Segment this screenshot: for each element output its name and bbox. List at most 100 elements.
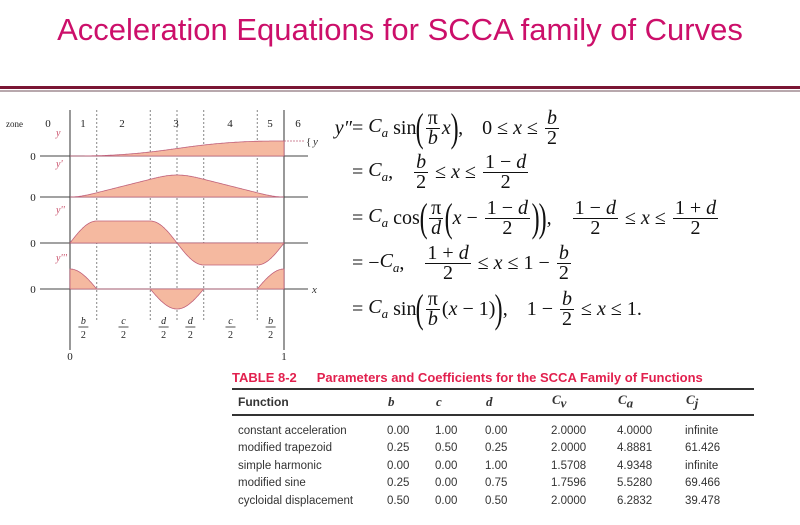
math-variable: x xyxy=(448,297,458,320)
x-tick: 1 xyxy=(281,351,287,363)
cell-value: 5.5280 xyxy=(617,477,653,490)
denominator: 2 xyxy=(500,170,511,193)
table-row: modified sine 0.25 0.00 0.75 1.7596 5.5280 69.… xyxy=(232,475,754,493)
math-variable: x xyxy=(513,116,522,139)
function-name: modified sine xyxy=(238,477,306,490)
math-text: sin xyxy=(388,297,417,320)
cell-value: 0.00 xyxy=(387,459,410,472)
column-header: Ca xyxy=(617,390,685,416)
coefficient: Ca xyxy=(368,115,389,140)
segment-numerator: c xyxy=(228,316,233,327)
coefficient: Ca xyxy=(368,205,389,230)
math-text: , xyxy=(388,160,399,183)
math-text: = − xyxy=(352,251,380,274)
cell-value: 2.0000 xyxy=(551,494,587,507)
parameters-table: TABLE 8-2 Parameters and Coefficients for… xyxy=(232,368,754,510)
curve-label: y'' xyxy=(55,205,66,216)
cell-value: 1.00 xyxy=(435,424,458,437)
cell-value: 1.7596 xyxy=(551,477,587,490)
cell-value: infinite xyxy=(685,459,719,472)
divider xyxy=(0,90,800,92)
denominator: b xyxy=(427,126,438,149)
segment-numerator: c xyxy=(121,316,126,327)
cell-value: 61.426 xyxy=(685,442,721,455)
math-text: , xyxy=(399,251,410,274)
cell-value: 1.5708 xyxy=(551,459,587,472)
math-text: ( xyxy=(441,297,449,320)
math-text: ≤ xyxy=(472,251,494,274)
segment-denominator: 2 xyxy=(228,330,233,341)
numerator: 1 − d xyxy=(572,196,618,219)
segment-numerator: b xyxy=(268,316,273,327)
cell-value: 0.00 xyxy=(435,494,458,507)
denominator: 2 xyxy=(416,170,427,193)
cell-value: 0.25 xyxy=(387,442,410,455)
numerator: 1 + d xyxy=(672,196,719,219)
math-text: = xyxy=(352,297,369,320)
math-variable: x xyxy=(452,206,462,229)
y-brace-label: y xyxy=(312,136,318,148)
zone-number: 5 xyxy=(267,118,273,130)
math-variable: x xyxy=(597,297,606,320)
math-text: = xyxy=(352,206,369,229)
table-row: cycloidal displacement 0.50 0.00 0.50 2.0000… xyxy=(232,492,754,510)
denominator: 2 xyxy=(502,216,513,239)
numerator: b xyxy=(544,106,559,129)
segment-numerator: d xyxy=(161,316,167,327)
numerator: π xyxy=(425,106,440,129)
math-text: ≤ 1 − xyxy=(502,251,555,274)
segment-denominator: 2 xyxy=(268,330,273,341)
big-paren: ) xyxy=(495,286,504,331)
big-paren: ( xyxy=(419,195,428,240)
math-text: 1 − xyxy=(526,297,559,320)
zero-label: 0 xyxy=(30,151,36,163)
math-text: ≤ xyxy=(619,206,641,229)
segment-denominator: 2 xyxy=(81,330,86,341)
function-name: constant acceleration xyxy=(238,424,347,437)
math-variable: x xyxy=(441,116,451,139)
function-name: modified trapezoid xyxy=(238,442,332,455)
column-header: d xyxy=(485,390,551,416)
numerator: b xyxy=(414,150,429,173)
math-text: , xyxy=(546,206,557,229)
table-caption: TABLE 8-2 Parameters and Coefficients for… xyxy=(232,368,754,390)
math-text: − xyxy=(461,206,483,229)
numerator: π xyxy=(425,287,440,310)
cell-value: 0.00 xyxy=(435,477,458,490)
denominator: 2 xyxy=(590,216,601,239)
curve-displacement xyxy=(70,140,285,157)
segment-denominator: 2 xyxy=(121,330,126,341)
curve-label: y xyxy=(55,128,61,139)
denominator: 2 xyxy=(562,307,573,330)
zone-number: 0 xyxy=(45,118,51,130)
math-variable: x xyxy=(640,206,650,229)
column-header: Function xyxy=(232,390,387,416)
brace-icon: { xyxy=(306,136,311,148)
big-paren: ) xyxy=(531,195,540,240)
math-text: ≤ xyxy=(460,160,481,183)
zone-number: 3 xyxy=(173,118,179,130)
cell-value: 0.25 xyxy=(387,477,410,490)
numerator: b xyxy=(556,241,571,264)
zero-label: 0 xyxy=(30,192,36,204)
math-text: = xyxy=(352,160,369,183)
equation-lhs: y″ xyxy=(334,116,352,139)
column-header: c xyxy=(435,390,485,416)
cell-value: 39.478 xyxy=(685,494,721,507)
scca-diagram: zone 0 1 2 3 4 5 60y0y'0y''0y'''{yxb2c2d2d2c2b2… xyxy=(6,110,318,363)
cell-value: 0.50 xyxy=(435,442,458,455)
cell-value: 6.2832 xyxy=(617,494,653,507)
math-text: 0 ≤ xyxy=(482,116,514,139)
coefficient: Ca xyxy=(379,250,400,275)
numerator: 1 + d xyxy=(425,241,471,264)
math-text: − 1) xyxy=(457,297,496,320)
